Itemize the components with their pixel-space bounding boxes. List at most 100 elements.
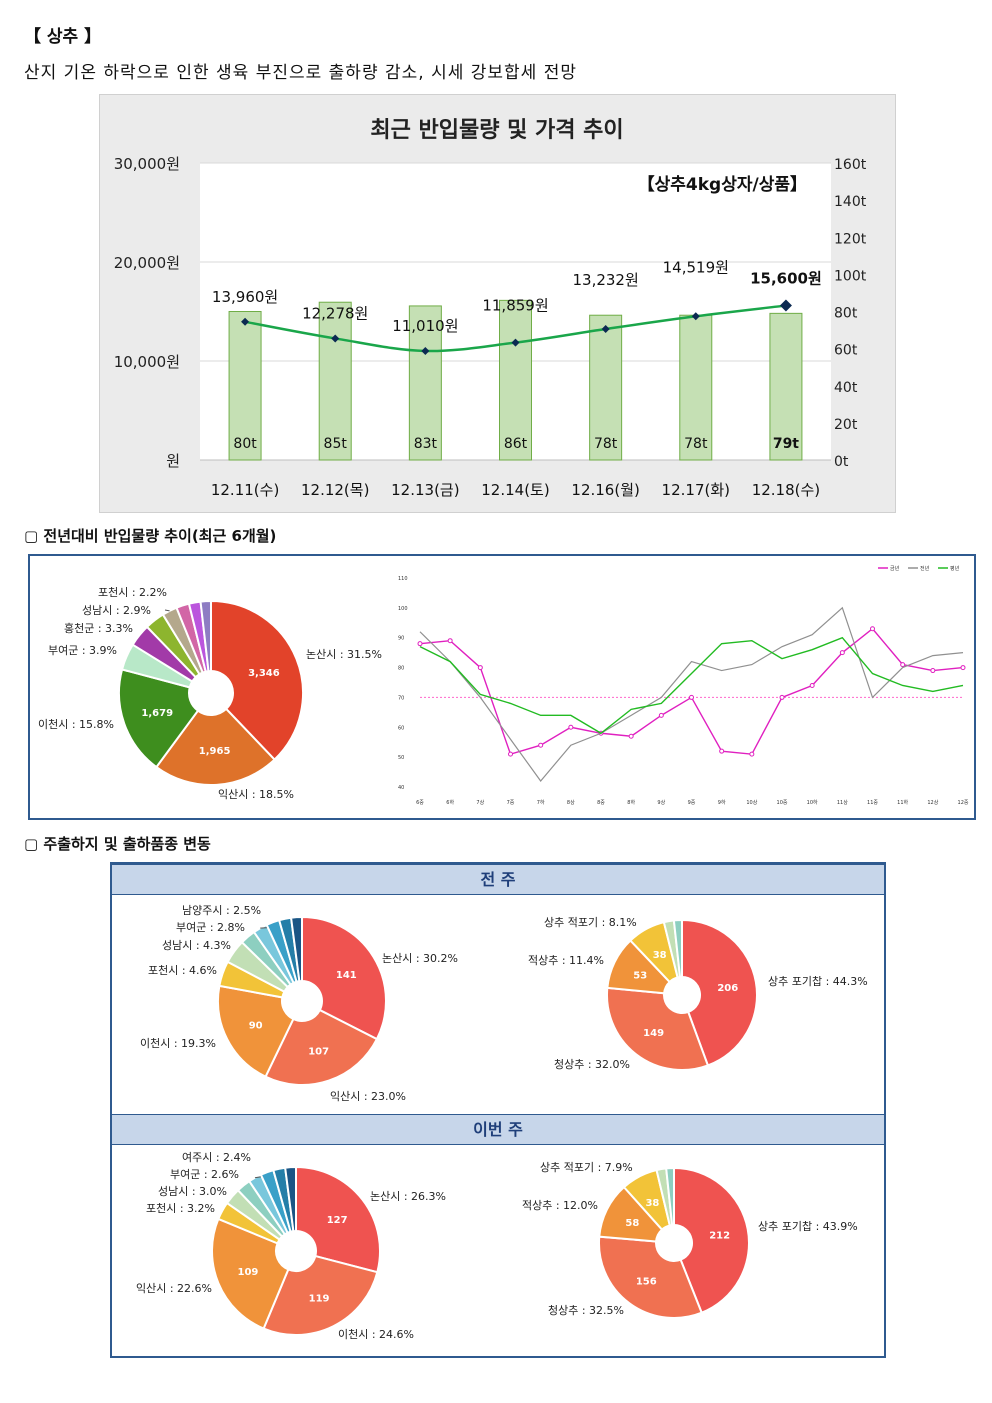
series-point xyxy=(417,641,423,647)
x-tick-label: 7상 xyxy=(476,799,484,806)
pie-category-label: 논산시 : 31.5% xyxy=(306,648,382,661)
price-point xyxy=(241,317,250,326)
volume-label: 80t xyxy=(233,436,257,452)
series-point xyxy=(628,733,634,739)
chart-unit-note: 【상추4kg상자/상품】 xyxy=(638,174,807,195)
price-label: 11,859원 xyxy=(482,297,548,315)
pie-category-label: 청상추 : 32.5% xyxy=(548,1304,624,1317)
x-tick-label: 7중 xyxy=(507,800,515,806)
pie-value-label: 1,965 xyxy=(199,746,231,757)
right-tick-label: 160t xyxy=(834,157,867,173)
series-line xyxy=(419,627,964,756)
pie-slice xyxy=(295,1165,381,1274)
pie-category-label: 포천시 : 4.6% xyxy=(148,963,217,977)
volume-label: 85t xyxy=(324,436,348,452)
pie-category-label: 여주시 : 2.4% xyxy=(182,1151,251,1164)
pie-value-label: 156 xyxy=(636,1276,657,1287)
pie-slice xyxy=(264,1008,379,1086)
pie-slice xyxy=(262,1254,379,1336)
series-point xyxy=(538,742,544,748)
y-tick-label: 80 xyxy=(398,666,404,672)
price-label: 13,960원 xyxy=(212,288,278,306)
y-tick-label: 60 xyxy=(398,725,404,731)
series-point xyxy=(508,751,513,757)
x-tick-label: 9상 xyxy=(657,799,665,806)
prev-week-label: 전 주 xyxy=(112,864,884,895)
pie-value-label: 206 xyxy=(717,983,738,994)
x-tick-label: 6하 xyxy=(446,799,454,806)
right-tick-label: 60t xyxy=(834,343,858,359)
pie-category-label: 성남시 : 3.0% xyxy=(158,1185,227,1198)
pie-slice xyxy=(606,986,710,1071)
pie-category-label: 논산시 : 30.2% xyxy=(382,952,458,965)
right-tick-label: 120t xyxy=(834,231,867,247)
pie-category-label: 적상추 : 11.4% xyxy=(528,954,604,967)
price-label: 14,519원 xyxy=(663,258,729,276)
x-tick-label: 6중 xyxy=(416,800,424,806)
x-tick-label: 11중 xyxy=(867,800,878,806)
left-tick-label: 10,000원 xyxy=(114,353,180,371)
y-tick-label: 50 xyxy=(398,755,404,761)
left-tick-label: 원 xyxy=(166,452,180,470)
series-line xyxy=(419,606,964,783)
pie-slice xyxy=(681,918,758,1067)
pie-value-label: 38 xyxy=(645,1198,659,1209)
main-chart-panel: 최근 반입물량 및 가격 추이 80t 85t 83t 86t 78t 78t 79t 13… xyxy=(99,94,896,513)
x-tick-label: 12.16(월) xyxy=(571,481,639,499)
pie-category-label: 익산시 : 18.5% xyxy=(218,788,294,801)
series-point xyxy=(719,748,725,754)
x-tick-label: 12.17(화) xyxy=(662,481,730,499)
pie-category-label: 상추 포기찹 : 44.3% xyxy=(768,975,868,988)
x-tick-label: 8상 xyxy=(567,799,575,806)
legend-label: 전년 xyxy=(920,565,930,572)
y-tick-label: 40 xyxy=(398,785,404,791)
series-point xyxy=(960,665,966,671)
pie-category-label: 포천시 : 2.2% xyxy=(98,585,167,599)
series-point xyxy=(568,724,574,730)
y-tick-label: 110 xyxy=(398,576,408,582)
section2-box: 3,346 논산시 : 31.5% 1,965 익산시 : 18.5% 1,679 이천시… xyxy=(28,554,976,820)
pie-slice xyxy=(598,1235,703,1319)
price-label: 12,278원 xyxy=(302,304,368,322)
x-tick-label: 12.13(금) xyxy=(391,481,459,499)
volume-bar xyxy=(228,311,262,461)
section3-charts: 141 논산시 : 30.2% 107 익산시 : 23.0% 90 이천시 : 19.3… xyxy=(136,904,868,1341)
pie-slice xyxy=(118,668,200,769)
series-point xyxy=(749,751,755,757)
pie-value-label: 212 xyxy=(709,1230,730,1241)
x-tick-label: 12.18(수) xyxy=(752,481,820,499)
volume-label: 86t xyxy=(504,436,528,452)
series-point xyxy=(779,694,785,700)
pie-category-label: 상추 적포기 : 8.1% xyxy=(544,916,637,929)
pie-category-label: 상추 포기찹 : 43.9% xyxy=(758,1220,858,1233)
x-tick-label: 8중 xyxy=(597,800,605,806)
x-tick-label: 12.14(토) xyxy=(481,481,549,499)
pie-slice xyxy=(284,1165,297,1233)
pie-value-label: 38 xyxy=(653,950,667,961)
y-tick-label: 90 xyxy=(398,636,404,642)
pie-value-label: 3,346 xyxy=(248,668,280,679)
volume-bar xyxy=(769,312,803,461)
x-tick-label: 12.11(수) xyxy=(211,481,279,499)
volume-bar xyxy=(679,314,713,461)
pie-category-label: 남양주시 : 2.5% xyxy=(182,904,261,917)
volume-label: 83t xyxy=(414,436,438,452)
pie-category-label: 부여군 : 3.9% xyxy=(48,644,117,657)
pie-value-label: 90 xyxy=(249,1021,263,1032)
series-point xyxy=(809,682,815,688)
main-chart: 최근 반입물량 및 가격 추이 80t 85t 83t 86t 78t 78t 79t 13… xyxy=(114,118,867,499)
x-tick-label: 12.12(목) xyxy=(301,481,369,499)
pie-slice xyxy=(211,1217,290,1330)
pie-category-label: 청상추 : 32.0% xyxy=(554,1058,630,1071)
right-tick-label: 140t xyxy=(834,194,867,210)
section3-heading: ▢ 주출하지 및 출하품종 변동 xyxy=(24,835,211,853)
pie-category-label: 익산시 : 22.6% xyxy=(136,1282,212,1295)
price-point xyxy=(511,338,520,347)
pie-slice xyxy=(301,915,387,1041)
series-point xyxy=(839,650,845,656)
price-point xyxy=(421,347,430,356)
price-point xyxy=(331,334,340,343)
series-line xyxy=(419,636,964,735)
x-tick-label: 9중 xyxy=(688,800,696,806)
x-tick-label: 7하 xyxy=(537,799,545,806)
